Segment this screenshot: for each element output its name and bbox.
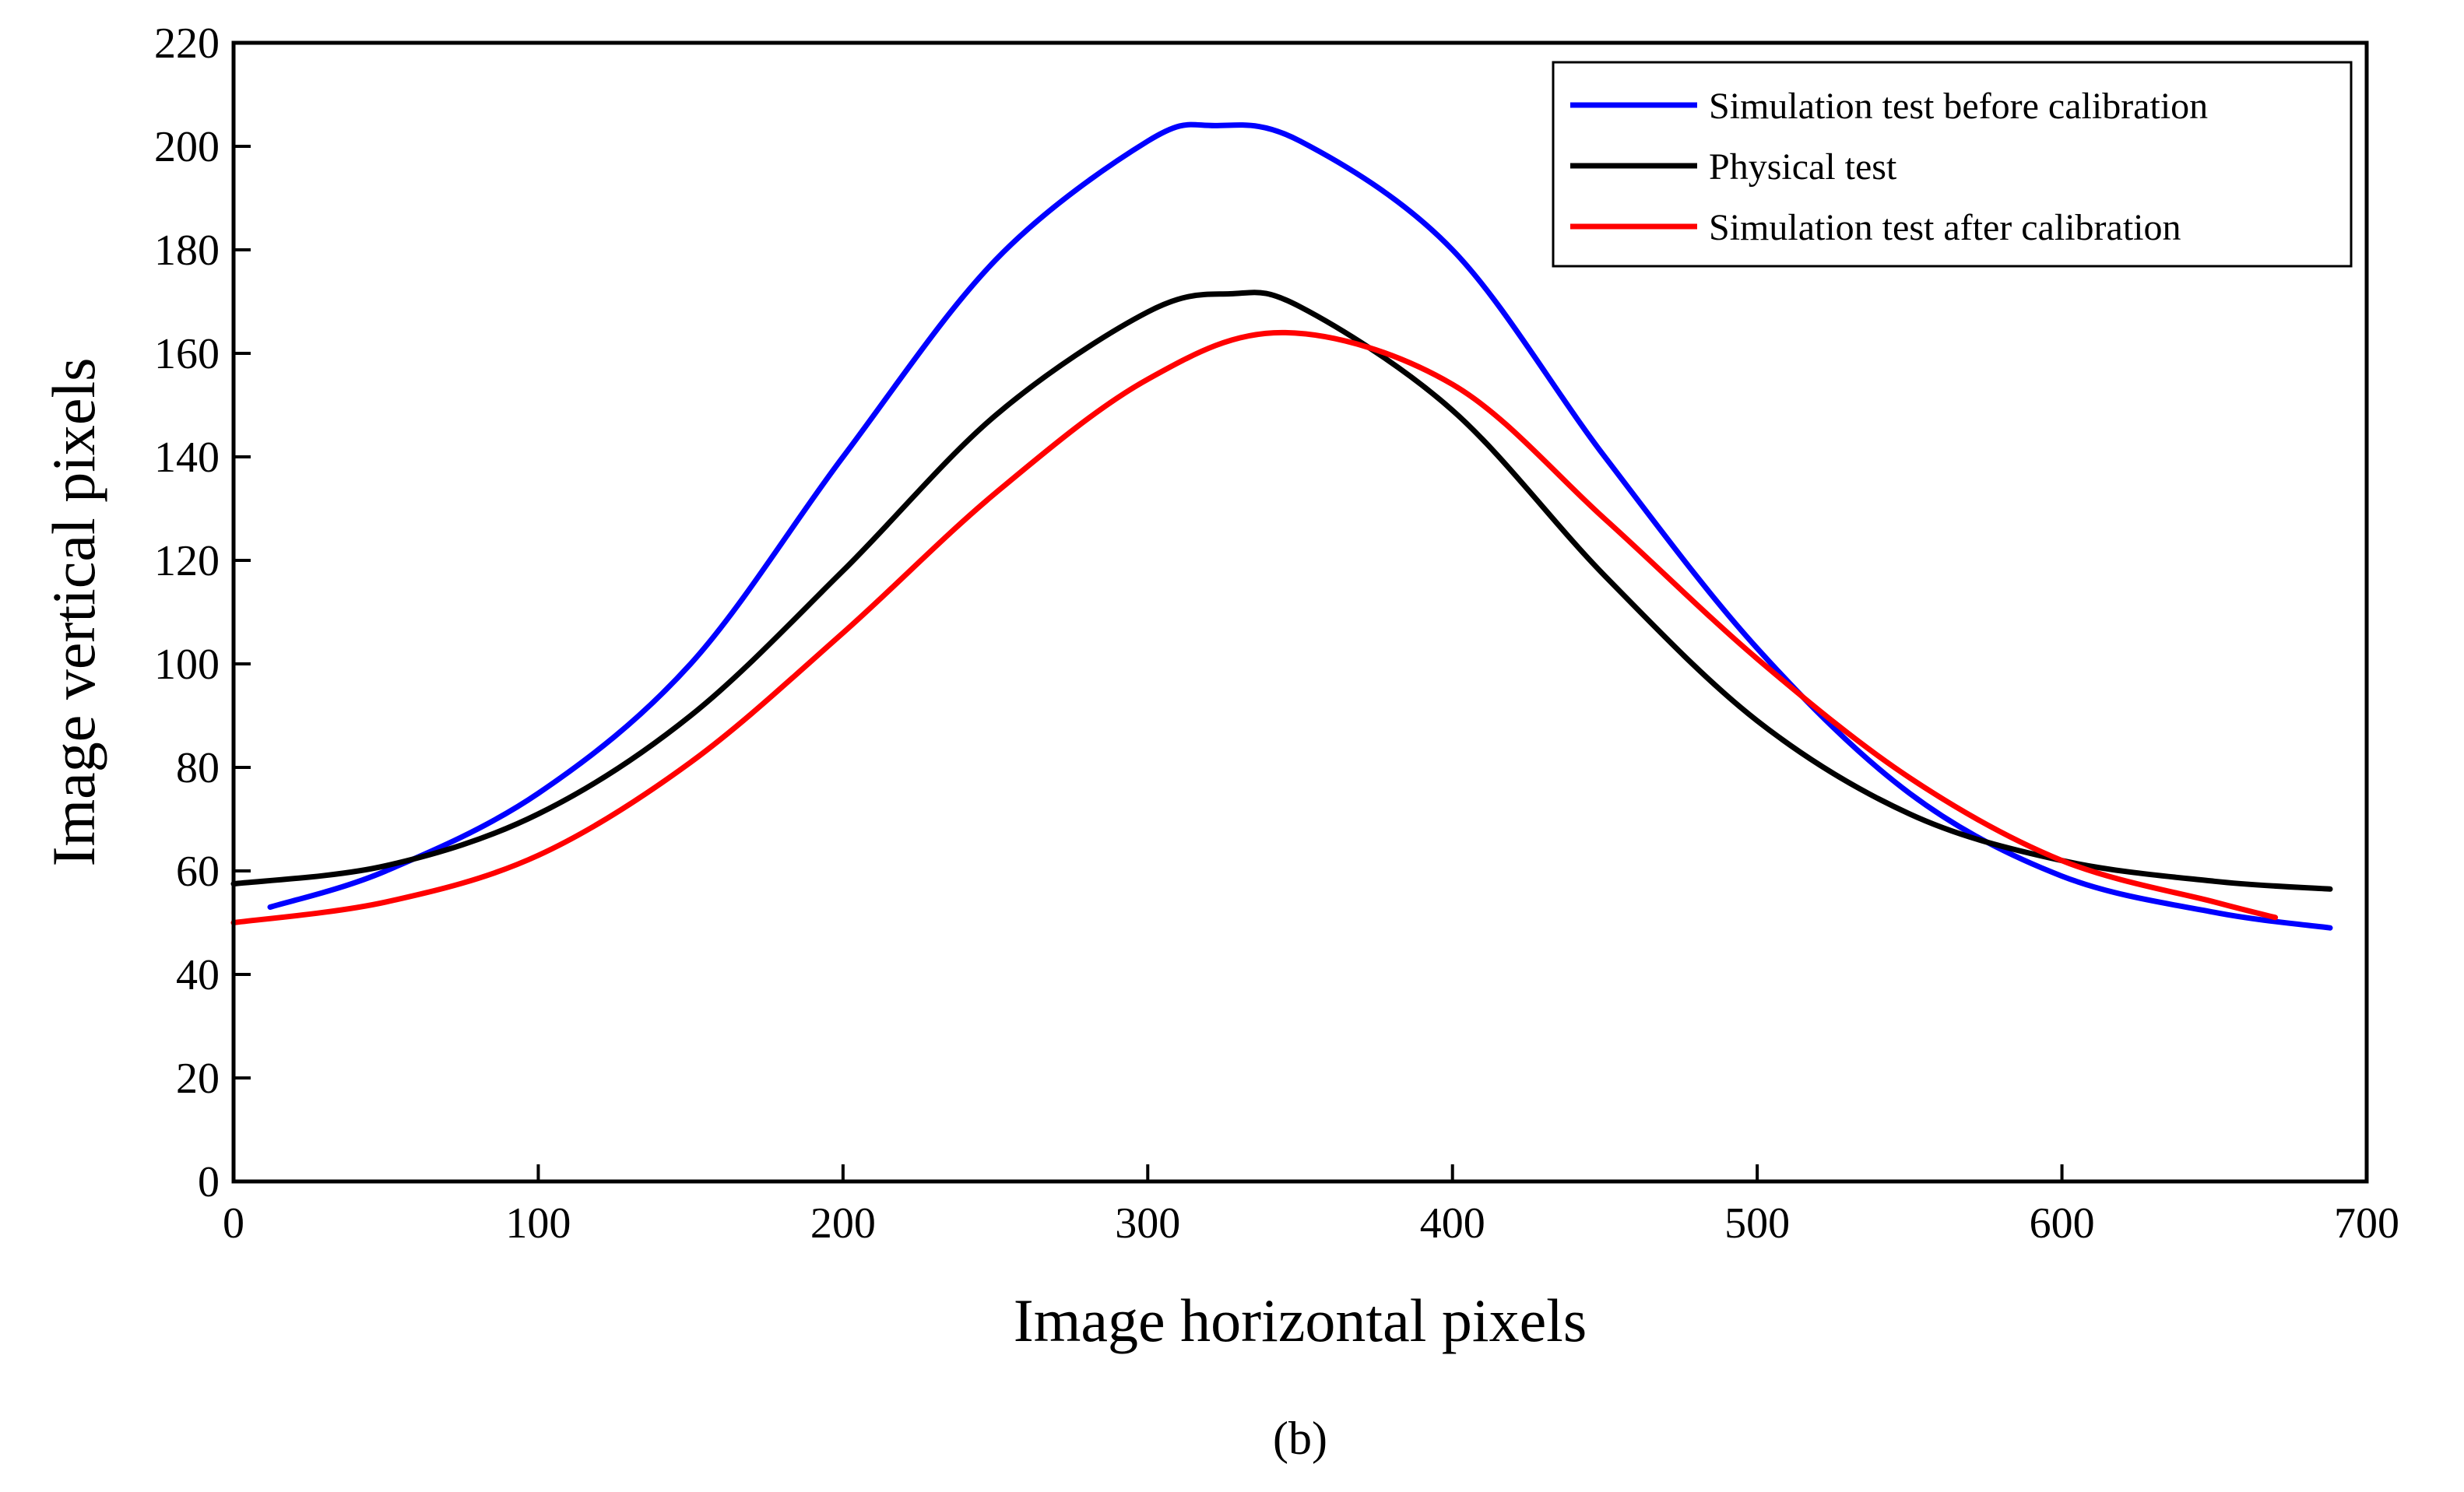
x-tick-label: 600 — [2030, 1199, 2095, 1248]
legend-label: Simulation test before calibration — [1709, 86, 2208, 127]
y-tick-label: 40 — [176, 951, 220, 999]
series-line-physical-test — [230, 290, 2333, 892]
x-tick-label: 0 — [223, 1199, 244, 1248]
y-tick-label: 0 — [198, 1158, 220, 1206]
legend: Simulation test before calibration Physic… — [1552, 61, 2353, 268]
y-axis-ticks: 0 20 40 60 80 100 120 140 160 180 200 220 — [154, 19, 251, 1206]
series-line-simulation-test-after-calibration — [230, 329, 2279, 925]
series-line-simulation-test-before-calibration — [267, 121, 2333, 931]
plot-frame — [231, 40, 2369, 1184]
y-tick-label: 140 — [154, 434, 220, 482]
x-tick-label: 400 — [1420, 1199, 1485, 1248]
x-tick-label: 100 — [505, 1199, 571, 1248]
legend-label: Simulation test after calibration — [1709, 207, 2181, 248]
y-tick-label: 200 — [154, 123, 220, 171]
y-tick-label: 120 — [154, 537, 220, 585]
y-tick-label: 160 — [154, 330, 220, 378]
x-tick-label: 500 — [1724, 1199, 1790, 1248]
y-axis-title: Image vertical pixels — [40, 357, 107, 866]
panel-label: (b) — [1273, 1413, 1327, 1464]
y-tick-label: 60 — [176, 848, 220, 896]
x-axis-title: Image horizontal pixels — [1014, 1287, 1587, 1354]
x-tick-label: 200 — [810, 1199, 876, 1248]
y-tick-label: 20 — [176, 1055, 220, 1103]
y-tick-label: 80 — [176, 744, 220, 792]
x-tick-label: 700 — [2334, 1199, 2399, 1248]
plot-lines — [230, 121, 2333, 931]
y-tick-label: 180 — [154, 226, 220, 275]
y-tick-label: 100 — [154, 641, 220, 689]
x-axis-ticks: 0 100 200 300 400 500 600 700 — [223, 1164, 2399, 1248]
legend-label: Physical test — [1709, 146, 1897, 188]
y-tick-label: 220 — [154, 19, 220, 68]
x-tick-label: 300 — [1115, 1199, 1180, 1248]
